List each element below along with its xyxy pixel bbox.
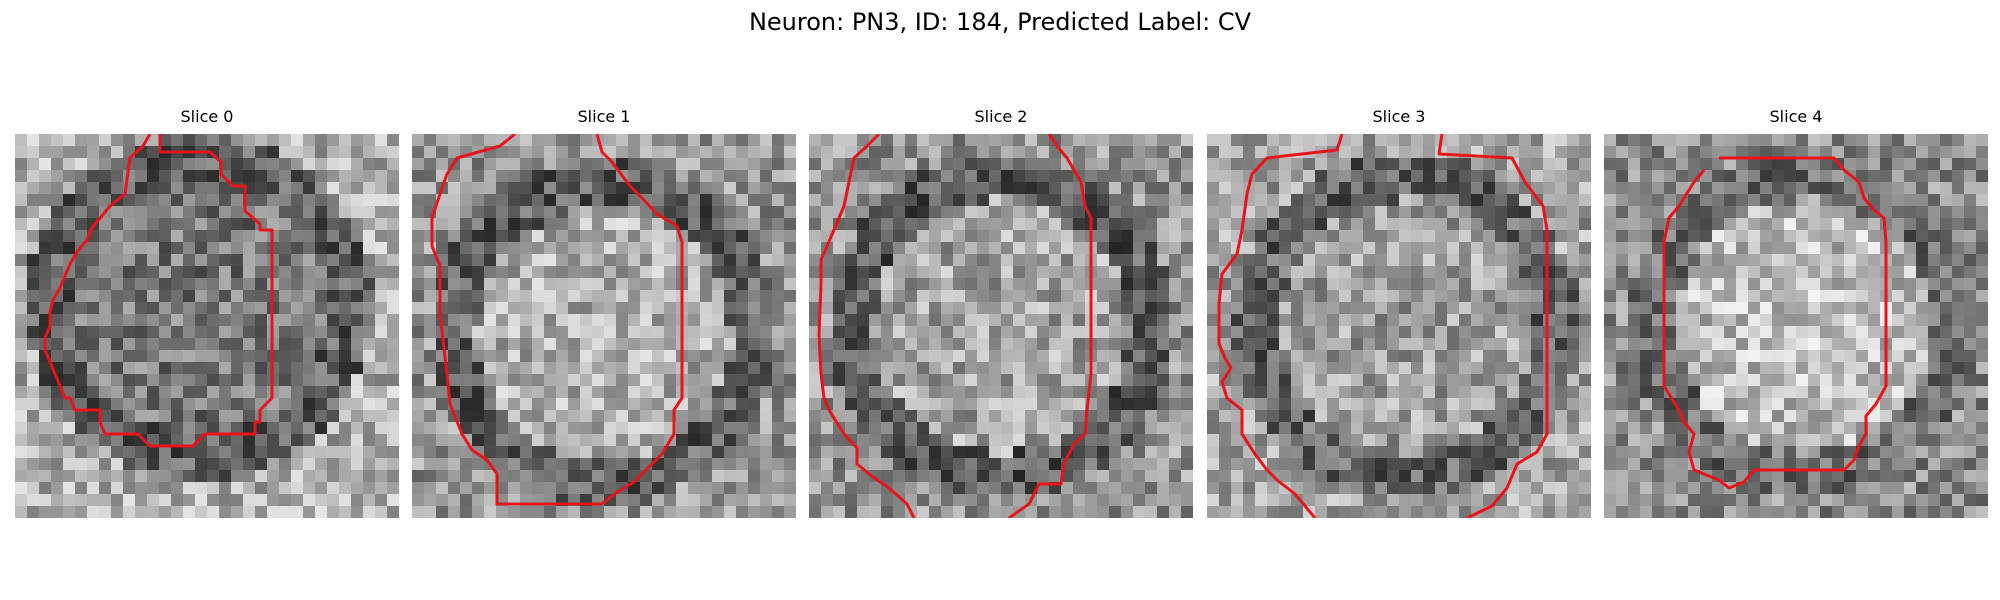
slice-image-0 xyxy=(15,134,399,518)
segmentation-contour xyxy=(817,134,916,518)
slice-image-3 xyxy=(1207,134,1591,518)
slice-panel-0: Slice 0 xyxy=(15,106,399,526)
slice-image-4 xyxy=(1604,134,1988,518)
slice-image-1 xyxy=(412,134,796,518)
slice-panel-3: Slice 3 xyxy=(1207,106,1591,526)
slice-panel-2: Slice 2 xyxy=(809,106,1193,526)
slice-title-3: Slice 3 xyxy=(1372,107,1426,126)
slice-image-2 xyxy=(809,134,1193,518)
segmentation-contour xyxy=(1008,134,1093,518)
segmentation-contour xyxy=(430,134,684,506)
slice-title-2: Slice 2 xyxy=(974,107,1028,126)
slice-panel-4: Slice 4 xyxy=(1604,106,1988,526)
slice-title-1: Slice 1 xyxy=(577,107,631,126)
segmentation-contour xyxy=(1437,134,1549,518)
segmentation-contour xyxy=(1662,156,1888,490)
slice-title-0: Slice 0 xyxy=(180,107,234,126)
figure-title: Neuron: PN3, ID: 184, Predicted Label: C… xyxy=(748,8,1252,36)
segmentation-contour xyxy=(1217,134,1344,518)
slice-panel-1: Slice 1 xyxy=(412,106,796,526)
slice-title-4: Slice 4 xyxy=(1769,107,1823,126)
segmentation-contour xyxy=(43,134,274,448)
